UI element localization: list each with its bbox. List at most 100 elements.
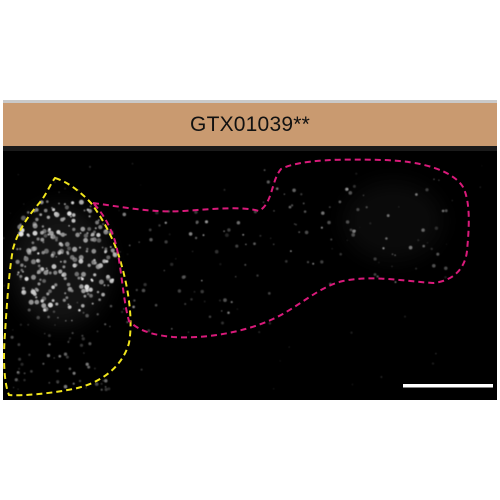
punctum [354,229,356,232]
punctum [430,247,433,251]
punctum [339,252,342,256]
punctum [20,362,24,366]
punctum [71,201,75,205]
punctum [292,188,296,193]
punctum [18,231,24,237]
punctum [365,206,368,209]
punctum [94,382,99,386]
punctum [345,187,349,192]
punctum [64,292,67,295]
punctum [80,276,83,279]
punctum [330,238,333,241]
punctum [102,259,107,264]
punctum [288,346,290,348]
punctum [80,226,86,232]
punctum [303,210,307,213]
punctum [81,288,86,294]
punctum [83,237,89,243]
punctum [104,387,108,392]
punctum [90,234,93,237]
punctum [103,229,109,235]
punctum [37,264,41,268]
punctum [119,250,122,253]
punctum [43,308,47,312]
punctum [149,237,153,242]
punctum [18,380,20,382]
punctum [88,165,92,168]
punctum [63,384,68,389]
punctum [479,186,482,189]
right-cell-haze [343,181,443,261]
punctum [351,233,356,237]
punctum [273,388,275,390]
punctum [87,365,91,369]
punctum [64,205,69,210]
punctum [51,264,57,270]
punctum [163,269,166,272]
scale-bar [403,384,493,388]
punctum [245,243,247,246]
punctum [62,298,66,302]
punctum [321,211,325,215]
punctum [223,188,226,191]
punctum [15,259,20,265]
punctum [187,331,190,333]
punctum [32,223,38,229]
punctum [441,209,445,213]
punctum [320,226,323,229]
punctum [175,257,177,260]
punctum [263,169,266,171]
punctum [40,267,45,271]
punctum [36,315,40,320]
punctum [17,343,21,347]
punctum [67,211,72,216]
punctum [32,246,38,251]
punctum [85,313,89,318]
punctum [86,232,89,235]
punctum [21,289,27,295]
punctum [208,315,212,319]
punctum [16,248,19,251]
punctum [54,283,58,287]
punctum [96,238,102,243]
punctum [23,203,25,205]
punctum [422,244,426,248]
punctum [88,342,92,346]
punctum [90,278,93,281]
punctum [86,247,89,251]
punctum [109,304,113,308]
punctum [89,205,92,208]
punctum [481,165,483,167]
punctum [284,260,288,263]
punctum [18,357,22,361]
punctum [58,191,60,194]
punctum [79,284,84,289]
punctum [69,215,72,218]
punctum [24,276,29,281]
punctum [30,370,33,373]
punctum [85,250,89,253]
punctum [17,173,19,176]
punctum [132,305,135,309]
punctum [65,320,67,322]
punctum [67,340,70,343]
punctum [195,222,198,225]
punctum [60,243,64,247]
punctum [190,298,193,301]
punctum [67,246,72,251]
punctum [110,248,115,253]
punctum [331,247,334,250]
punctum [52,310,56,314]
punctum [102,379,104,382]
punctum [225,233,229,237]
punctum [91,248,97,254]
punctum [72,227,76,232]
punctum [34,299,40,305]
punctum [355,172,358,175]
punctum [291,204,294,207]
fluorescence-micrograph [3,151,497,400]
punctum [12,386,15,389]
punctum [19,235,22,238]
punctum [14,378,18,382]
punctum [45,267,48,270]
